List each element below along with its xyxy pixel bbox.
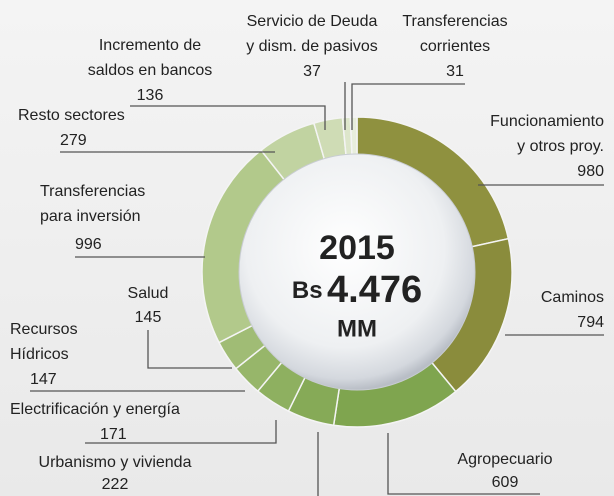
label-line: Urbanismo y vivienda bbox=[39, 454, 192, 471]
value-label: 31 bbox=[446, 63, 464, 80]
label-line: Transferencias bbox=[40, 183, 145, 200]
label-line: Salud bbox=[128, 285, 169, 302]
center-unit: MM bbox=[337, 315, 377, 342]
label-line: y dism. de pasivos bbox=[246, 38, 378, 55]
category-label: Transferencias corrientes bbox=[402, 13, 507, 55]
label-line: Funcionamiento bbox=[490, 113, 604, 130]
value-label: 37 bbox=[303, 63, 321, 80]
label-line: Transferencias bbox=[402, 13, 507, 30]
label-line: Recursos bbox=[10, 321, 78, 338]
label-line: para inversión bbox=[40, 208, 141, 225]
category-label: Transferencias para inversión bbox=[40, 183, 145, 225]
value-label: 222 bbox=[102, 476, 129, 493]
label-line: y otros proy. bbox=[517, 138, 604, 155]
leader-line bbox=[351, 83, 465, 130]
center-year: 2015 bbox=[319, 229, 395, 267]
category-label: Resto sectores bbox=[18, 107, 125, 124]
value-label: 136 bbox=[137, 87, 164, 104]
value-label: 980 bbox=[577, 163, 604, 180]
value-label: 145 bbox=[135, 309, 162, 326]
category-label: Salud bbox=[128, 285, 169, 302]
category-label: Electrificación y energía bbox=[10, 401, 180, 418]
label-line: corrientes bbox=[420, 38, 490, 55]
leader-line bbox=[85, 420, 277, 444]
category-label: Recursos Hídricos bbox=[10, 321, 78, 363]
value-label: 794 bbox=[577, 314, 604, 331]
label-line: Resto sectores bbox=[18, 107, 125, 124]
value-label: 279 bbox=[60, 132, 87, 149]
value-label: 609 bbox=[492, 474, 519, 491]
category-label: Servicio de Deuda y dism. de pasivos bbox=[246, 13, 378, 55]
label-line: Incremento de bbox=[99, 37, 201, 54]
category-label: Agropecuario bbox=[457, 451, 552, 468]
label-line: saldos en bancos bbox=[88, 62, 213, 79]
label-line: Caminos bbox=[541, 289, 604, 306]
center-amount: Bs 4.476 bbox=[292, 269, 422, 311]
center-amount-value: 4.476 bbox=[327, 269, 422, 311]
label-line: Servicio de Deuda bbox=[247, 13, 378, 30]
center-currency: Bs bbox=[292, 277, 323, 304]
category-label: Incremento de saldos en bancos bbox=[88, 37, 213, 79]
value-label: 171 bbox=[100, 426, 127, 443]
value-label: 147 bbox=[30, 371, 57, 388]
category-label: Funcionamiento y otros proy. bbox=[490, 113, 604, 155]
category-label: Caminos bbox=[541, 289, 604, 306]
leader-line bbox=[147, 330, 232, 369]
label-line: Agropecuario bbox=[457, 451, 552, 468]
leader-line bbox=[130, 105, 326, 130]
leader-line bbox=[387, 433, 540, 495]
category-label: Urbanismo y vivienda bbox=[39, 454, 192, 471]
label-line: Electrificación y energía bbox=[10, 401, 180, 418]
value-label: 996 bbox=[75, 236, 102, 253]
label-line: Hídricos bbox=[10, 346, 69, 363]
center-bubble bbox=[238, 153, 476, 391]
